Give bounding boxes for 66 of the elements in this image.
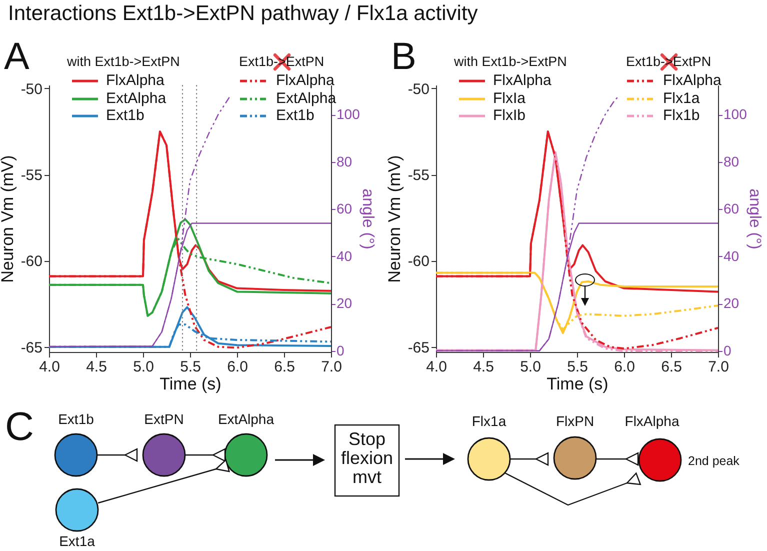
y2-tick-label: 20 (336, 295, 352, 312)
y2-tick-label: 80 (336, 153, 352, 170)
text: Flx1a (472, 413, 506, 429)
y2-axis-title: angle (°) (358, 188, 376, 250)
text: FlxAlpha (624, 413, 680, 429)
y2-tick-label: 80 (724, 153, 740, 170)
y-tick-label: -50 (408, 80, 430, 98)
legend-label: FlxIa (493, 90, 526, 108)
text: ExtAlpha (218, 411, 274, 427)
y-axis-title: Neuron Vm (mV) (384, 155, 404, 283)
y-tick-label: -60 (20, 253, 42, 270)
y-axis-title: Neuron Vm (mV) (0, 155, 17, 283)
x-tick-label: 7.0 (708, 358, 729, 376)
x-tick-label: 4.0 (426, 358, 447, 376)
y2-tick-label: 0 (724, 342, 732, 358)
legend-label: FlxIb (493, 107, 526, 125)
text: Stop flexion mvt (340, 429, 394, 487)
text: with Ext1b->ExtPN (67, 54, 180, 69)
y2-tick-label: 60 (724, 200, 740, 217)
y2-tick-label: 0 (336, 342, 344, 358)
y-tick-label: -55 (408, 167, 430, 184)
legend-label: ExtAlpha (106, 90, 166, 108)
text: C (5, 405, 34, 449)
legend-label: FlxAlpha (276, 72, 334, 90)
x-tick-label: 4.0 (39, 358, 60, 376)
legend-label: Ext1b (276, 107, 314, 125)
legend-label: Flx1a (663, 90, 700, 108)
y2-axis-title: angle (°) (746, 188, 763, 250)
y2-tick-label: 40 (336, 248, 352, 264)
text: Ext1b (58, 411, 94, 427)
y2-tick-label: 60 (336, 200, 352, 217)
x-axis-title: Time (s) (160, 374, 222, 394)
text: ExtPN (144, 411, 184, 427)
y-tick-label: -65 (408, 339, 430, 356)
x-tick-label: 6.0 (614, 358, 635, 376)
text: 2nd peak (688, 454, 740, 468)
x-tick-label: 6.0 (227, 358, 248, 376)
text: A (4, 36, 30, 79)
x-tick-label: 5.0 (520, 358, 541, 376)
text: FlxPN (556, 413, 594, 429)
x-tick-label: 5.5 (567, 358, 588, 376)
x-tick-label: 6.5 (661, 358, 682, 376)
x-tick-label: 6.5 (274, 358, 295, 376)
y-tick-label: -60 (408, 253, 430, 270)
legend-label: FlxAlpha (493, 72, 552, 90)
x-tick-label: 5.5 (180, 358, 201, 376)
x-tick-label: 5.0 (133, 358, 154, 376)
y2-tick-label: 100 (724, 106, 748, 122)
y2-tick-label: 40 (724, 248, 740, 264)
legend-label: FlxAlpha (106, 72, 164, 90)
y-tick-label: -65 (20, 339, 42, 356)
x-tick-label: 4.5 (86, 358, 107, 376)
x-axis-title: Time (s) (546, 374, 608, 394)
y2-tick-label: 20 (724, 295, 740, 312)
x-tick-label: 4.5 (473, 358, 494, 376)
text: with Ext1b->ExtPN (454, 54, 567, 69)
legend-label: FlxAlpha (663, 72, 722, 90)
chart-title: Interactions Ext1b->ExtPN pathway / Flx1a activity (8, 2, 478, 26)
legend-label: Ext1b (106, 107, 144, 125)
legend-label: Flx1b (663, 107, 700, 125)
y-tick-label: -50 (20, 80, 42, 98)
text: Ext1a (59, 533, 96, 549)
text: B (391, 36, 416, 79)
x-tick-label: 7.0 (321, 358, 342, 376)
y-tick-label: -55 (20, 167, 42, 184)
y2-tick-label: 100 (336, 106, 360, 122)
